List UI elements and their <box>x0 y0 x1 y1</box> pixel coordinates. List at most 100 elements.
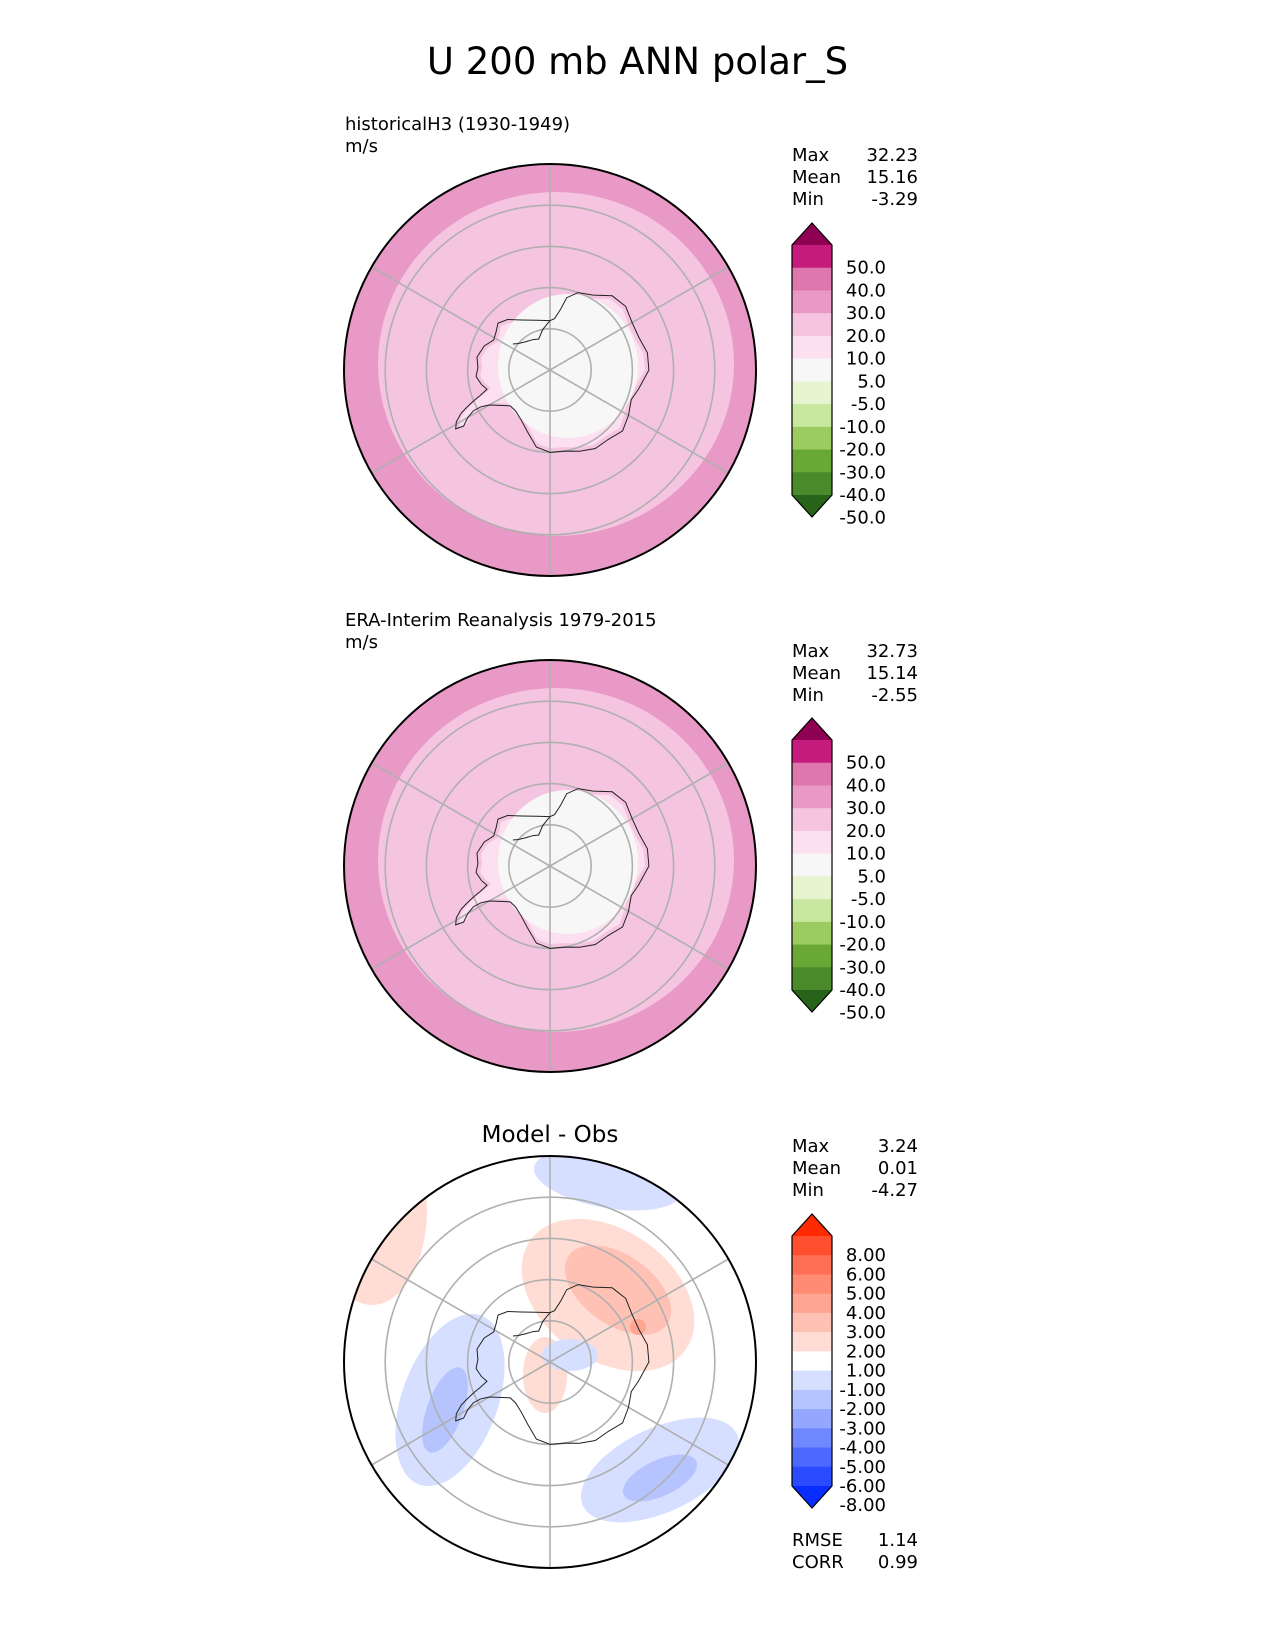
colorbar-tick-label: -5.0 <box>851 394 886 415</box>
stat-label-mean: Mean <box>792 167 841 188</box>
colorbar-extend-max <box>792 718 832 740</box>
colorbar-tick-label: 40.0 <box>846 776 886 797</box>
meridian-line <box>371 1258 551 1363</box>
stat-label-min: Min <box>792 685 824 706</box>
map-field-test <box>344 164 756 576</box>
colorbar-outline <box>791 717 833 1013</box>
panel-title: historicalH3 (1930-1949) <box>345 114 570 135</box>
colorbar-outline <box>791 1213 833 1509</box>
colorbar-segment <box>792 1466 832 1487</box>
panel-units: m/s <box>345 136 378 157</box>
colorbar-segment <box>792 899 832 923</box>
colorbar-segment <box>792 1332 832 1352</box>
colorbar-segment <box>792 876 832 900</box>
stat-label-max: Max <box>792 1136 830 1157</box>
colorbar-segment <box>792 808 832 832</box>
colorbar-tick-label: 10.0 <box>846 349 886 370</box>
colorbar-tick-label: 30.0 <box>846 303 886 324</box>
colorbar-segment <box>792 1255 832 1276</box>
antarctica-coastline <box>455 292 650 453</box>
colorbar-tick-label: -30.0 <box>839 957 886 978</box>
panel-units: m/s <box>345 632 378 653</box>
colorbar-segment <box>792 1409 832 1429</box>
colorbar-tick-label: -1.00 <box>839 1380 886 1401</box>
colorbar-tick-label: 20.0 <box>846 326 886 347</box>
colorbar-tick-label: -5.00 <box>839 1457 886 1478</box>
stat-value-min: -2.55 <box>871 685 918 706</box>
colorbar-tick-label: -50.0 <box>839 1003 886 1024</box>
ross-ice-shelf-coastline <box>512 816 551 841</box>
metric-label-corr: CORR <box>792 1552 844 1573</box>
colorbar-extend-max <box>792 1214 832 1236</box>
panel-title: ERA-Interim Reanalysis 1979-2015 <box>345 610 657 631</box>
colorbar-segment <box>792 1236 832 1256</box>
stat-value-mean: 15.14 <box>866 663 918 684</box>
colorbar-extend-min <box>792 1486 832 1508</box>
colorbar-segment <box>792 335 832 360</box>
colorbar-tick-label: 3.00 <box>846 1322 886 1343</box>
colorbar-extend-max <box>792 223 832 245</box>
colorbar-difference: 8.006.005.004.003.002.001.00-1.00-2.00-3… <box>791 1213 886 1516</box>
stat-value-mean: 0.01 <box>878 1158 918 1179</box>
stat-label-max: Max <box>792 145 830 166</box>
colorbar-tick-label: 1.00 <box>846 1361 886 1382</box>
colorbar-tick-label: 5.0 <box>857 371 886 392</box>
colorbar-segment <box>792 313 832 337</box>
map-boundary <box>343 1155 757 1569</box>
colorbar-tick-label: 20.0 <box>846 821 886 842</box>
colorbar-tick-label: 4.00 <box>846 1303 886 1324</box>
colorbar-segment <box>792 967 832 991</box>
colorbar-tick-label: -4.00 <box>839 1438 886 1459</box>
graticule <box>371 164 729 576</box>
stat-value-max: 32.73 <box>866 641 918 662</box>
stat-label-min: Min <box>792 1180 824 1201</box>
colorbar-test: 50.040.030.020.010.05.0-5.0-10.0-20.0-30… <box>791 222 886 529</box>
colorbar-reference: 50.040.030.020.010.05.0-5.0-10.0-20.0-30… <box>791 717 886 1024</box>
colorbar-tick-label: 2.00 <box>846 1341 886 1362</box>
antarctica-coastline <box>455 788 650 949</box>
colorbar-tick-label: 50.0 <box>846 258 886 279</box>
colorbar-tick-label: 30.0 <box>846 798 886 819</box>
meridian-line <box>549 1258 729 1363</box>
meridian-line <box>549 369 729 474</box>
colorbar-tick-label: -3.00 <box>839 1418 886 1439</box>
field-anom-pos-east-antarctica-core <box>564 1245 672 1335</box>
field-anom-neg-pole <box>542 1339 598 1371</box>
field-band-neg5-5 <box>498 790 638 934</box>
colorbar-segment <box>792 245 832 269</box>
stat-value-max: 3.24 <box>878 1136 918 1157</box>
colorbar-segment <box>792 944 832 968</box>
colorbar-tick-label: -40.0 <box>839 980 886 1001</box>
meridian-line <box>549 1361 729 1466</box>
colorbar-segment <box>792 290 832 314</box>
stat-value-max: 32.23 <box>866 145 918 166</box>
stat-label-mean: Mean <box>792 663 841 684</box>
metric-value-corr: 0.99 <box>878 1552 918 1573</box>
panel-title: Model - Obs <box>482 1122 619 1148</box>
colorbar-tick-label: -6.00 <box>839 1476 886 1497</box>
stat-label-max: Max <box>792 641 830 662</box>
colorbar-tick-label: 5.0 <box>857 866 886 887</box>
map-field-difference <box>344 1156 756 1568</box>
colorbar-tick-label: -10.0 <box>839 912 886 933</box>
colorbar-segment <box>792 1389 832 1410</box>
colorbar-segment <box>792 1274 832 1295</box>
colorbar-segment <box>792 740 832 764</box>
metric-value-rmse: 1.14 <box>878 1530 918 1551</box>
colorbar-tick-label: 40.0 <box>846 281 886 302</box>
stat-value-min: -3.29 <box>871 189 918 210</box>
colorbar-tick-label: 50.0 <box>846 753 886 774</box>
stat-value-mean: 15.16 <box>866 167 918 188</box>
colorbar-tick-label: -8.00 <box>839 1495 886 1516</box>
colorbar-extend-min <box>792 990 832 1012</box>
map-boundary <box>343 659 757 1073</box>
colorbar-tick-label: -20.0 <box>839 935 886 956</box>
colorbar-segment <box>792 921 832 946</box>
field-anom-neg-bellingshausen-core <box>422 1367 468 1453</box>
colorbar-outline <box>791 222 833 518</box>
figure-title: U 200 mb ANN polar_S <box>426 40 849 83</box>
colorbar-tick-label: -40.0 <box>839 485 886 506</box>
colorbar-segment <box>792 358 832 382</box>
